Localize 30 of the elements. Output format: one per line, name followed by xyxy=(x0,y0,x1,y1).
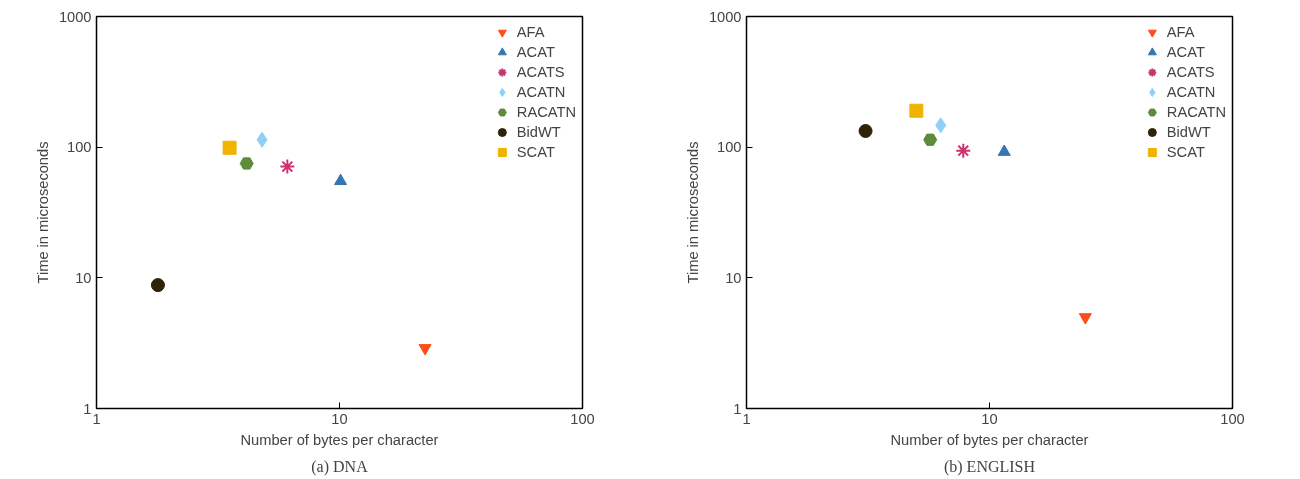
legend-label: RACATN xyxy=(516,104,576,120)
x-axis-title: Number of bytes per character xyxy=(240,431,439,448)
x-tick-label: 10 xyxy=(981,410,998,427)
legend-label: ACAT xyxy=(1166,44,1205,60)
legend-label: SCAT xyxy=(516,144,555,160)
legend-label: SCAT xyxy=(1166,144,1205,160)
legend-label: ACATS xyxy=(516,64,565,80)
legend-label: BidWT xyxy=(1166,124,1211,140)
legend-label: ACATS xyxy=(1166,64,1215,80)
legend-label: BidWT xyxy=(516,124,561,140)
y-tick-label: 10 xyxy=(75,269,92,286)
y-axis-title: Time in microseconds xyxy=(34,141,51,284)
legend-label: ACATN xyxy=(1166,84,1216,100)
legend-label: ACAT xyxy=(516,44,555,60)
legend-label: AFA xyxy=(1166,24,1195,40)
y-tick-label: 100 xyxy=(717,139,742,156)
x-axis-title: Number of bytes per character xyxy=(890,431,1089,448)
text: (a) DNA xyxy=(311,457,369,476)
legend-label: ACATN xyxy=(516,84,566,100)
x-tick-label: 100 xyxy=(1220,410,1245,427)
x-tick-label: 100 xyxy=(570,410,595,427)
y-tick-label: 1000 xyxy=(58,8,92,25)
x-tick-label: 10 xyxy=(331,410,348,427)
y-tick-label: 10 xyxy=(725,269,742,286)
legend-label: AFA xyxy=(516,24,545,40)
text: (b) ENGLISH xyxy=(943,457,1036,476)
y-axis-title: Time in microseconds xyxy=(684,141,701,284)
y-tick-label: 100 xyxy=(67,139,92,156)
legend-label: RACATN xyxy=(1166,104,1226,120)
y-tick-label: 1000 xyxy=(708,8,742,25)
